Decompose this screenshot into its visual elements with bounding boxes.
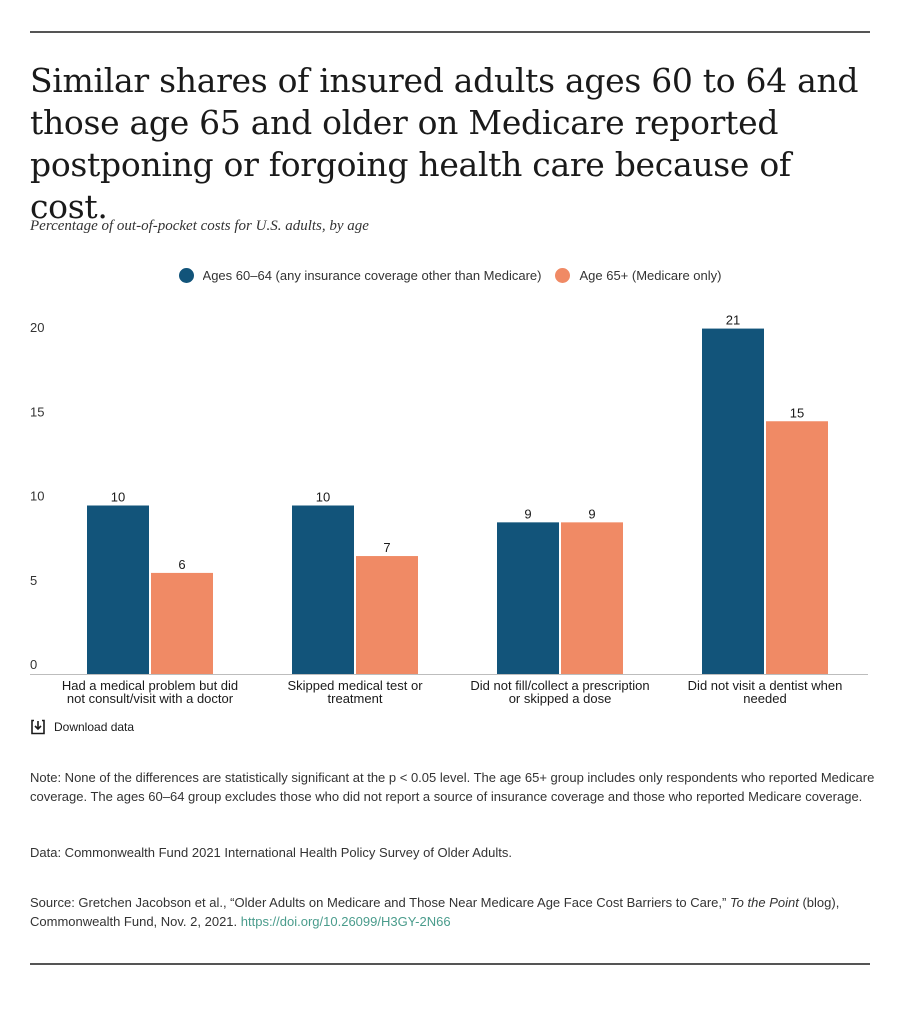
chart-note: Note: None of the differences are statis… [30,768,875,806]
x-tick-label: Skipped medical test or [287,678,423,693]
legend: Ages 60–64 (any insurance coverage other… [0,268,900,283]
bar-ages-60-64[interactable] [292,505,354,675]
legend-swatch-ages-60-64 [178,268,194,283]
data-label: 21 [726,313,740,328]
y-tick-label: 10 [30,489,44,504]
bar-age-65-plus[interactable] [356,556,418,674]
data-label: 15 [790,405,804,420]
chart-title: Similar shares of insured adults ages 60… [30,61,859,226]
y-tick-label: 5 [30,573,37,588]
legend-swatch-age-65-plus [555,268,571,283]
bar-chart: 0 5 10 15 20 10 6 Had a medical problem but did… [30,313,868,706]
x-tick-label: Did not fill/collect a prescription [470,678,649,693]
chart-subtitle: Percentage of out-of-pocket costs for U.… [30,218,369,234]
x-tick-label: or skipped a dose [509,691,612,706]
data-label: 6 [178,557,185,572]
download-data-label: Download data [54,720,135,734]
x-tick-label: needed [743,691,786,706]
source-citation: Source: Gretchen Jacobson et al., “Older… [30,893,870,931]
data-label: 10 [316,490,330,505]
bar-ages-60-64[interactable] [497,522,559,674]
download-data-button[interactable]: Download data [30,719,134,735]
y-tick-label: 0 [30,657,37,672]
data-label: 10 [111,490,125,505]
bar-age-65-plus[interactable] [561,522,623,674]
source-doi-link[interactable]: https://doi.org/10.26099/H3GY-2N66 [240,914,451,929]
data-source: Data: Commonwealth Fund 2021 Internation… [30,845,512,860]
bar-ages-60-64[interactable] [87,505,149,675]
download-icon [31,719,45,735]
bottom-rule [30,963,870,965]
legend-label-ages-60-64: Ages 60–64 (any insurance coverage other… [202,268,542,283]
source-prefix: Source: Gretchen Jacobson et al., “Older… [30,895,730,910]
data-label: 7 [383,540,390,555]
data-label: 9 [524,506,531,521]
top-rule [30,31,870,33]
x-tick-label: not consult/visit with a doctor [67,691,234,706]
source-suffix: (blog), Commonwealth Fund, Nov. 2, 2021. [30,895,840,929]
x-tick-label: Did not visit a dentist when [688,678,843,693]
bar-ages-60-64[interactable] [702,328,764,674]
note-text: Note: None of the differences are statis… [30,770,875,804]
bar-age-65-plus[interactable] [151,572,213,674]
legend-item-age-65-plus[interactable]: Age 65+ (Medicare only) [555,268,721,283]
y-tick-label: 20 [30,320,44,335]
source-publication: To the Point [729,895,799,910]
legend-label-age-65-plus: Age 65+ (Medicare only) [579,268,722,283]
x-tick-label: Had a medical problem but did [62,678,238,693]
y-tick-label: 15 [30,404,44,419]
x-tick-label: treatment [328,691,383,706]
data-label: 9 [588,506,595,521]
bar-age-65-plus[interactable] [766,421,828,674]
legend-item-ages-60-64[interactable]: Ages 60–64 (any insurance coverage other… [178,268,542,283]
